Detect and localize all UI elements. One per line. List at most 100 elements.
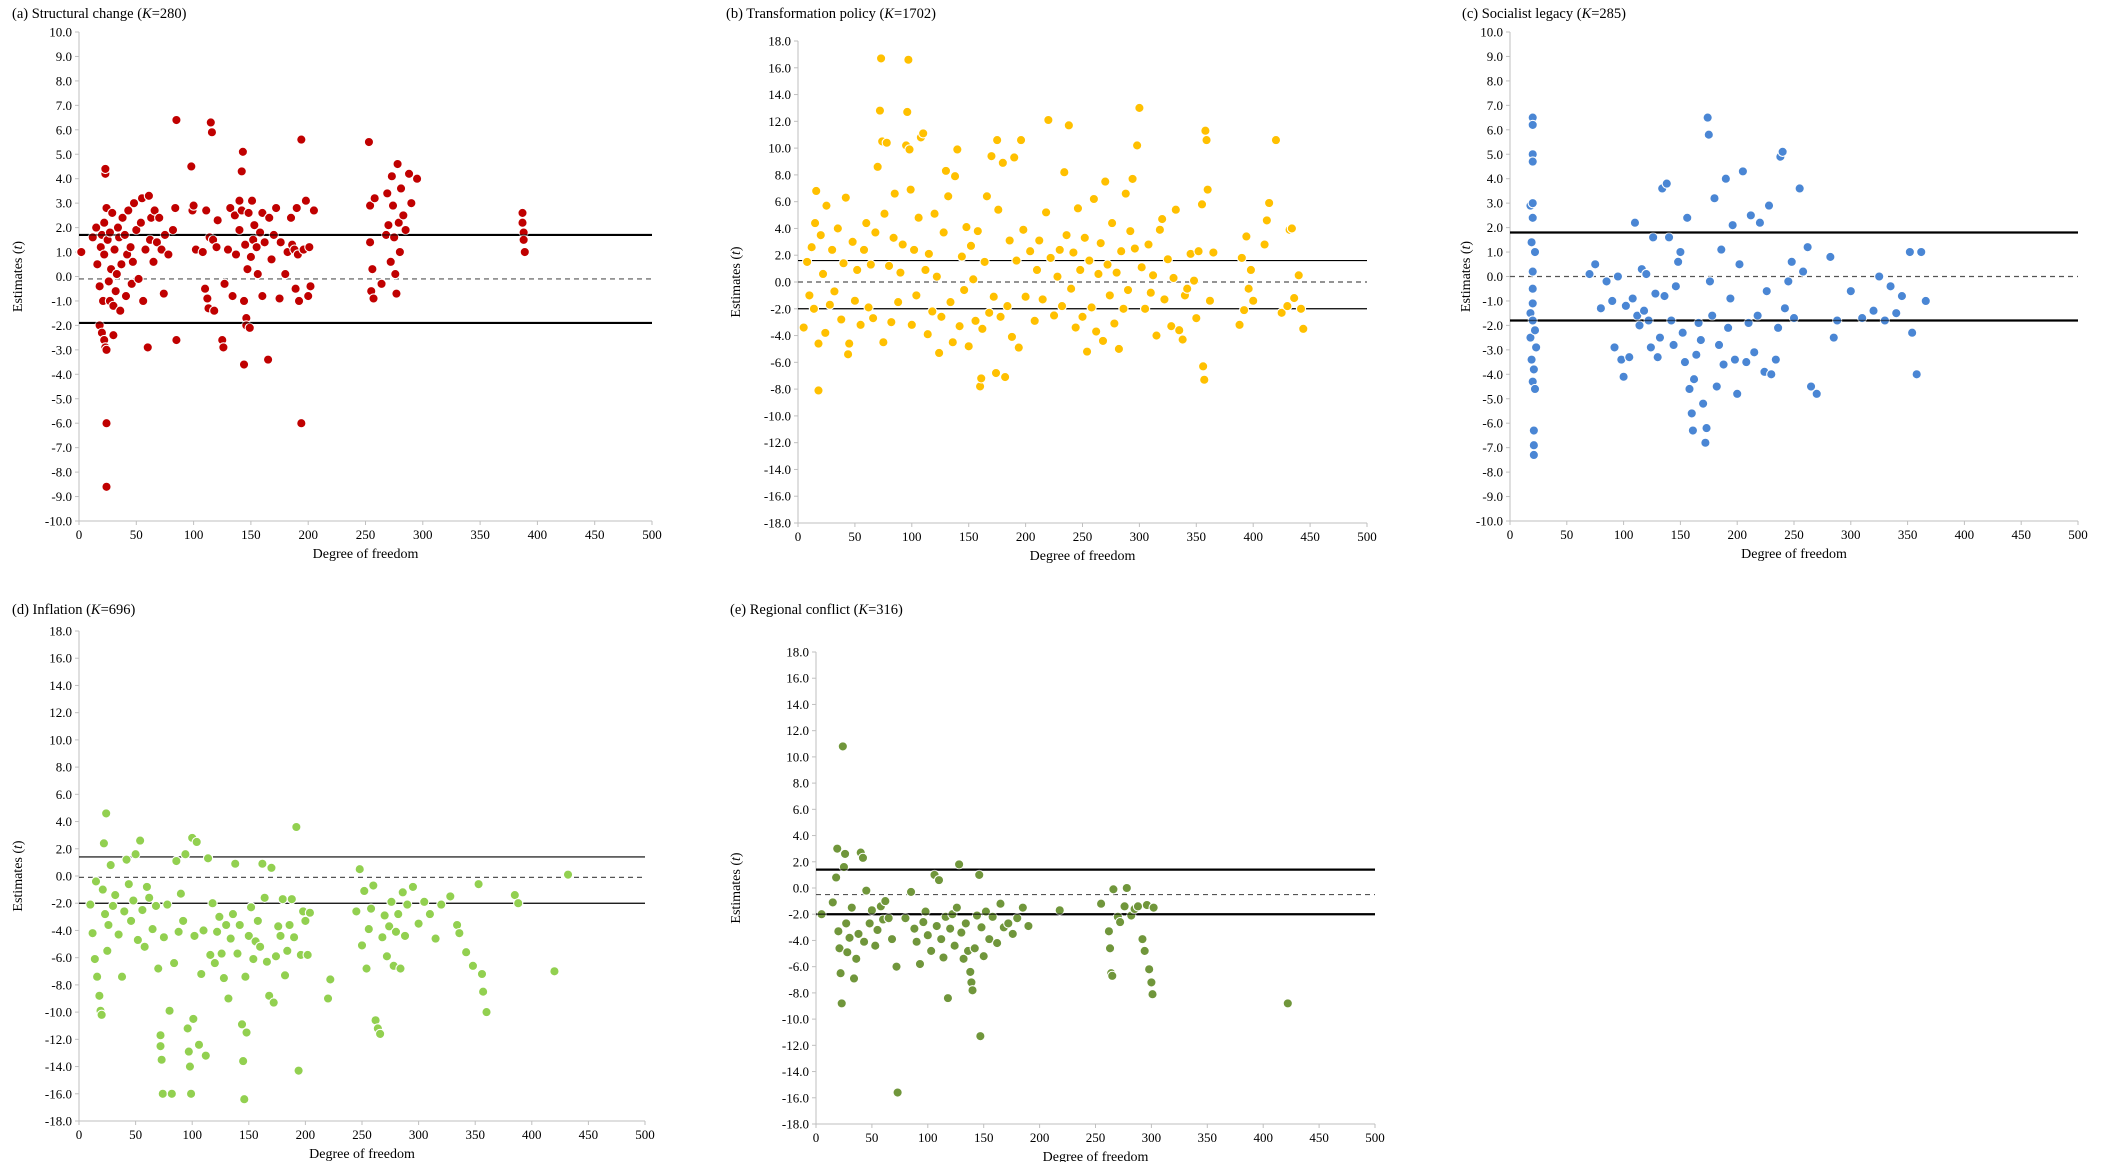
y-tick-label: -12.0 [45,1032,72,1047]
data-point [1139,303,1151,314]
data-point [813,385,824,396]
data-point [385,256,396,267]
data-point [175,888,187,899]
data-point [467,960,479,971]
data-point [285,212,297,223]
x-tick-label: 50 [1560,527,1573,542]
y-tick-label: 0.0 [775,275,791,290]
data-point [995,311,1006,322]
data-point [133,273,144,285]
data-point [305,281,316,292]
data-point [149,205,160,216]
data-point [984,307,995,318]
data-point [286,893,297,905]
data-point [971,910,983,921]
data-point [121,854,132,865]
data-point [853,928,864,940]
data-point [477,986,489,997]
data-point [368,880,379,891]
data-point [293,1065,304,1076]
data-point [223,993,234,1004]
data-point [454,928,465,939]
data-point [1243,283,1254,294]
data-point [262,354,274,365]
x-tick-label: 150 [1671,527,1691,542]
data-point [938,952,949,963]
data-point [167,224,179,236]
data-point [1097,335,1109,347]
data-point [815,229,826,241]
x-tick-label: 400 [1253,1130,1273,1145]
y-tick-label: -2.0 [51,318,72,333]
data-point [406,197,417,209]
x-tick-label: 450 [579,1127,599,1142]
data-point [1143,239,1154,250]
data-point [241,1027,252,1038]
data-point [291,202,302,214]
data-point [274,293,285,304]
data-point [1106,217,1118,229]
data-point [1131,140,1143,151]
data-point [239,1094,250,1105]
data-point [216,948,227,959]
data-point [1668,339,1679,351]
y-tick-label: -2.0 [51,896,72,911]
data-point [368,293,379,304]
chart-title: (c) Socialist legacy (K=285) [1462,6,1626,22]
data-point [1129,243,1140,254]
data-point [842,349,854,360]
data-point [990,367,1002,379]
data-point [974,869,985,881]
data-point [102,945,113,957]
data-point [1825,251,1836,263]
data-point [1093,268,1104,280]
chart-title-k: K [141,6,153,22]
y-tick-label: 9.0 [56,49,72,64]
data-point [300,195,312,206]
data-point [879,208,890,219]
data-point [1766,369,1777,380]
data-point [1103,926,1115,937]
data-point [867,312,879,324]
data-point [107,900,119,912]
y-axis-title-prefix: Estimates ( [729,861,744,924]
data-point [1612,271,1624,282]
data-point [986,150,997,162]
x-tick-label: 350 [470,527,490,542]
x-tick-label: 350 [1198,1130,1218,1145]
y-tick-label: -8.0 [788,985,809,1000]
data-point [892,296,904,308]
data-point [293,295,305,307]
data-point [1647,232,1659,243]
data-point [257,858,268,869]
data-point [364,200,376,211]
y-tick-label: -8.0 [770,382,791,397]
data-point [376,278,387,289]
data-point [245,251,257,263]
data-point [254,941,266,952]
x-tick-label: 400 [1955,527,1975,542]
data-point [116,259,127,270]
y-tick-label: -6.0 [1482,416,1503,431]
y-tick-label: -2.0 [788,907,809,922]
data-point [225,202,236,214]
data-point [209,305,220,316]
y-tick-label: 0.0 [793,881,809,896]
data-point [1624,352,1635,363]
data-point [1199,374,1210,385]
y-tick-label: -6.0 [770,355,791,370]
data-point [354,864,365,875]
data-point [135,217,147,228]
data-point [113,929,124,940]
x-tick-label: 500 [642,527,662,542]
y-tick-label: -18.0 [764,516,791,531]
chart-title-suffix: =1702) [894,6,936,22]
data-point [1151,330,1162,341]
data-point [888,232,899,243]
y-tick-label: 2.0 [775,248,791,263]
data-point [191,836,202,848]
x-tick-label: 300 [1142,1130,1162,1145]
data-point [125,915,137,927]
y-tick-label: -14.0 [782,1064,809,1079]
